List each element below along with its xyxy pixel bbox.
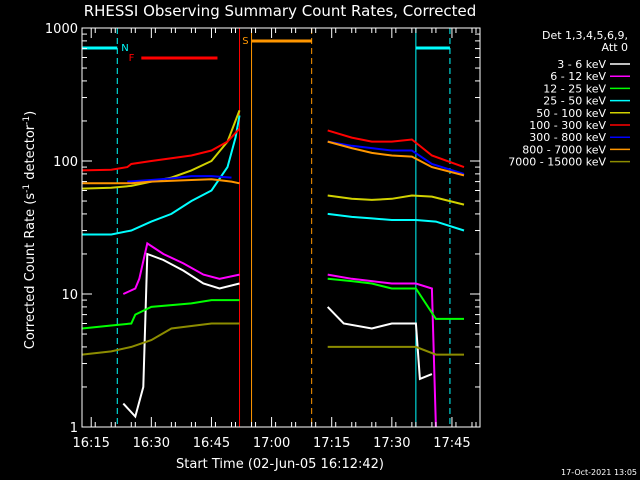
plot-axes: 1 10 100 1000 16:15 16:30 16:45 17:00 17:15 17:30… [45,22,481,451]
legend-entry-8: 800 - 7000 keV [522,143,606,156]
series-line-4-seg-2 [327,212,465,232]
legend-entry-2: 6 - 12 keV [550,70,606,83]
series-line-7-seg-1 [127,175,232,183]
x-tick-label-6: 17:30 [373,436,410,451]
night-label: N [121,43,128,54]
series-line-9-seg-1 [81,322,240,356]
series-line-1-seg-1 [122,252,240,419]
legend-entry-7: 300 - 800 keV [529,131,606,144]
series-line-8-seg-1 [82,178,240,185]
y-tick-label-3: 100 [53,155,78,170]
y-tick-label-1: 1 [70,421,78,436]
y-tick-label-2: 10 [61,288,78,303]
y-tick-label-4: 1000 [45,22,78,37]
orbit-annotations: NF S [82,28,451,427]
legend-header-1: Det 1,3,4,5,6,9, [542,29,628,42]
series-line-3-seg-2 [327,277,464,320]
series-line-8-seg-2 [327,140,465,177]
x-tick-label-1: 16:15 [72,436,109,451]
series-line-1-seg-2 [326,306,433,381]
legend-header-2: Att 0 [602,41,628,54]
series-line-7-seg-2 [327,140,465,175]
series-line-6-seg-2 [327,129,465,169]
y-axis-label: Corrected Count Rate (s-1 detector-1) [22,111,38,349]
series-line-4-seg-1 [82,115,241,236]
series-line-6-seg-1 [81,128,241,172]
series-line-3-seg-1 [81,299,240,330]
legend-entry-1: 3 - 6 keV [557,58,606,71]
x-tick-label-3: 16:45 [193,436,230,451]
x-tick-label-7: 17:45 [433,436,470,451]
legend-entry-6: 100 - 300 keV [529,119,606,132]
data-series-group [81,110,465,428]
plot-frame [81,27,481,428]
footer-timestamp: 17-Oct-2021 13:05 [561,468,637,477]
series-line-2-seg-2 [327,273,437,428]
chart-title: RHESSI Observing Summary Count Rates, Co… [84,2,477,20]
series-line-5-seg-2 [327,194,465,206]
series-line-9-seg-2 [327,345,464,356]
x-tick-label-5: 17:15 [313,436,350,451]
saa-label: S [242,36,248,47]
flare-label: F [129,53,135,64]
x-tick-label-2: 16:30 [133,436,170,451]
legend-entry-5: 50 - 100 keV [536,107,606,120]
legend-entry-3: 12 - 25 keV [543,82,606,95]
series-line-2-seg-1 [122,241,240,295]
x-axis-label: Start Time (02-Jun-05 16:12:42) [176,457,384,472]
legend-entry-9: 7000 - 15000 keV [508,156,606,169]
x-tick-label-4: 17:00 [253,436,290,451]
legend-entry-4: 25 - 50 keV [543,95,606,108]
